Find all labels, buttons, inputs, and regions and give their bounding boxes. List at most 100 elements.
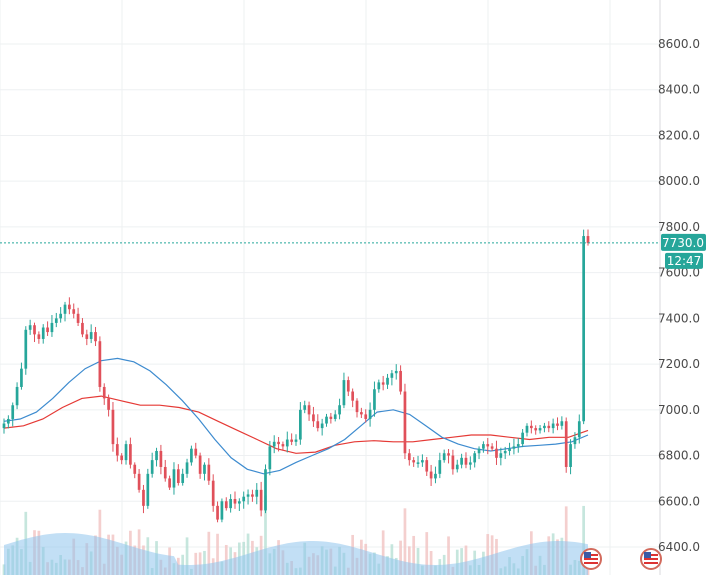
countdown-label: 12:47 — [667, 254, 702, 268]
flag-icon[interactable] — [640, 548, 662, 570]
candle — [303, 400, 307, 414]
candle — [451, 449, 455, 475]
candle — [59, 307, 63, 323]
volume-bar — [486, 534, 490, 575]
price-axis[interactable]: 8600.0 8400.0 8200.0 8000.0 7800.0 7600.0 7400… — [658, 37, 700, 554]
candle — [281, 441, 285, 451]
candle — [85, 329, 89, 346]
candle — [516, 437, 520, 453]
candle — [329, 412, 333, 424]
volume-bar — [399, 540, 402, 575]
candle — [155, 447, 158, 467]
candle — [211, 474, 215, 512]
moving-averages — [3, 357, 589, 475]
candle — [233, 491, 237, 509]
candle — [54, 312, 58, 328]
candle — [468, 456, 472, 470]
candle — [94, 326, 97, 347]
y-tick-label: 6400.0 — [658, 540, 700, 554]
candle — [76, 307, 80, 327]
candle — [425, 457, 429, 476]
candle — [207, 458, 211, 485]
candle — [63, 301, 67, 322]
candle — [316, 414, 320, 432]
fast-moving-average-line — [3, 357, 589, 475]
volume-bar — [460, 548, 463, 575]
y-tick-label: 7600.0 — [658, 266, 700, 280]
candle — [150, 452, 154, 478]
volume-bar — [407, 546, 411, 575]
candle — [355, 398, 359, 418]
volume-bar — [447, 536, 450, 575]
candle — [573, 432, 577, 449]
volume-bar — [582, 505, 585, 575]
candle — [307, 401, 311, 421]
volume-bar — [207, 531, 211, 575]
candle — [390, 370, 394, 386]
candle — [521, 428, 524, 448]
volume-bar — [429, 551, 433, 575]
candle — [525, 423, 529, 437]
candle — [272, 435, 276, 454]
candle — [564, 417, 568, 473]
volume-bar — [185, 537, 189, 575]
candle — [255, 483, 259, 505]
candle — [81, 318, 84, 338]
volume-bar — [203, 550, 206, 575]
volume-bar — [264, 495, 267, 575]
candle — [107, 394, 110, 417]
volume-bar — [412, 535, 416, 575]
candle — [220, 498, 224, 523]
candle — [538, 425, 542, 434]
y-tick-label: 8000.0 — [658, 174, 700, 188]
candle — [368, 402, 372, 427]
candle — [342, 372, 346, 409]
candle — [442, 449, 446, 463]
volume-bar — [416, 547, 420, 575]
candle — [264, 464, 267, 514]
candle — [346, 376, 350, 397]
candle — [464, 452, 468, 469]
candle — [412, 457, 416, 467]
candle — [72, 303, 76, 319]
candle — [460, 453, 463, 469]
candle — [290, 433, 293, 446]
candle — [181, 468, 185, 486]
candle — [194, 442, 198, 459]
candle — [429, 464, 433, 486]
candle — [534, 425, 538, 435]
flag-icon[interactable] — [580, 548, 602, 570]
candle — [115, 437, 119, 462]
candle — [399, 365, 402, 395]
candle — [142, 484, 145, 514]
candle — [15, 382, 19, 410]
candle — [216, 501, 219, 523]
candle — [229, 494, 232, 513]
volume-bar — [194, 552, 198, 575]
candle — [37, 331, 41, 344]
y-tick-label: 7200.0 — [658, 357, 700, 371]
candle — [477, 446, 481, 460]
candle — [333, 410, 337, 422]
candle — [486, 437, 490, 455]
candle — [46, 321, 49, 336]
candle — [203, 462, 206, 481]
candle — [560, 416, 564, 430]
candle — [24, 326, 28, 375]
candle — [499, 447, 503, 466]
candle — [434, 466, 437, 484]
candle — [551, 418, 555, 434]
y-tick-label: 6800.0 — [658, 449, 700, 463]
candle — [172, 462, 176, 495]
candle — [508, 442, 511, 456]
candle — [7, 415, 10, 429]
candle — [373, 381, 376, 417]
volume-bar — [455, 549, 459, 575]
candle — [111, 401, 115, 452]
candle — [416, 455, 420, 468]
candle — [381, 375, 385, 391]
candle — [351, 388, 355, 408]
candle — [129, 437, 132, 469]
candle — [41, 324, 45, 344]
candle — [403, 383, 407, 460]
